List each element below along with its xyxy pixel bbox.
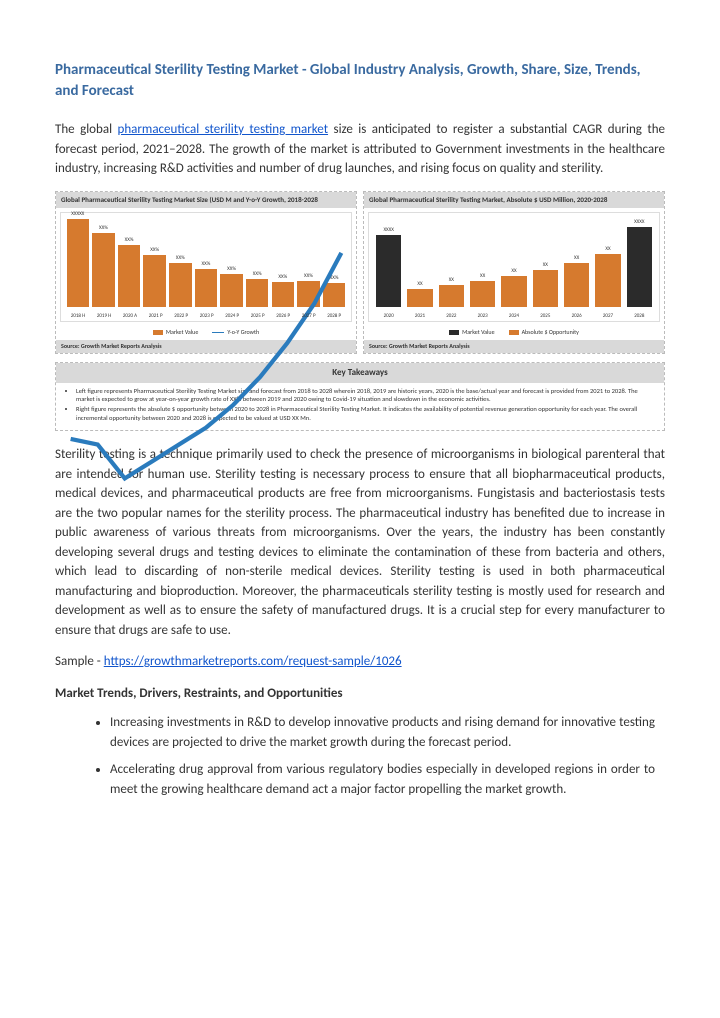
body-paragraph: Sterility testing is a technique primari… [55,445,665,640]
bar-col: XXXX [627,227,652,307]
bar-col: XX% [92,233,115,307]
takeaways-list: Left figure represents Pharmaceutical St… [56,383,664,431]
legend-yoy: Y-o-Y Growth [212,328,259,337]
takeaway-item: Left figure represents Pharmaceutical St… [76,387,650,404]
bar-col: XX% [246,279,269,307]
page-title: Pharmaceutical Sterility Testing Market … [55,60,665,102]
chart-left-plot: XXXXXXX%XX%XX%XX%XX%XX%XX%XX%XX%XX% 2018… [60,212,352,322]
chart-right-source: Source: Growth Market Reports Analysis [364,340,664,353]
legend-abs-opp: Absolute $ Opportunity [509,328,579,337]
bar-col: XX% [220,274,243,307]
bar-col: XX [407,289,432,307]
bar-col: XX [533,270,558,307]
intro-pre: The global [55,122,118,137]
sample-label: Sample - [55,654,104,669]
chart-left: Global Pharmaceutical Sterility Testing … [55,191,357,355]
bar-col: XX% [118,245,141,307]
chart-row: Global Pharmaceutical Sterility Testing … [55,191,665,355]
chart-left-title: Global Pharmaceutical Sterility Testing … [56,192,356,209]
bar-col: XXXXX [67,219,90,307]
takeaway-item: Right figure represents the absolute $ o… [76,405,650,422]
trend-item: Increasing investments in R&D to develop… [110,713,655,752]
chart-right: Global Pharmaceutical Sterility Testing … [363,191,665,355]
bar-col: XXXX [376,235,401,307]
bar-col: XX% [272,282,295,307]
chart-right-title: Global Pharmaceutical Sterility Testing … [364,192,664,209]
bar-col: XX [501,276,526,307]
bar-col: XX [470,281,495,307]
trend-item: Accelerating drug approval from various … [110,760,655,799]
chart-left-xaxis: 2018 H2019 H2020 A2021 P2022 P2023 P2024… [65,313,347,321]
key-takeaways: Key Takeaways Left figure represents Pha… [55,362,665,431]
chart-left-legend: Market Value Y-o-Y Growth [56,326,356,340]
bar-col: XX [439,285,464,307]
trends-list: Increasing investments in R&D to develop… [55,713,665,799]
bar-col: XX% [169,263,192,307]
trends-header: Market Trends, Drivers, Restraints, and … [55,684,665,704]
chart-right-legend: Market Value Absolute $ Opportunity [364,326,664,340]
bar-col: XX% [143,255,166,307]
chart-right-xaxis: 202020212022202320242025202620272028 [373,313,655,321]
intro-paragraph: The global pharmaceutical sterility test… [55,120,665,179]
bar-col: XX% [297,281,320,307]
sample-link[interactable]: https://growthmarketreports.com/request-… [104,654,402,669]
legend-market-value-r: Market Value [449,328,494,337]
market-link[interactable]: pharmaceutical sterility testing market [118,122,329,137]
chart-right-plot: XXXXXXXXXXXXXXXXXXXXXX202020212022202320… [368,212,660,322]
sample-line: Sample - https://growthmarketreports.com… [55,652,665,672]
chart-left-source: Source: Growth Market Reports Analysis [56,340,356,353]
bar-col: XX [595,254,620,307]
legend-market-value: Market Value [153,328,198,337]
bar-col: XX [564,263,589,307]
bar-col: XX% [323,283,346,307]
bar-col: XX% [195,269,218,307]
takeaways-header: Key Takeaways [56,363,664,383]
